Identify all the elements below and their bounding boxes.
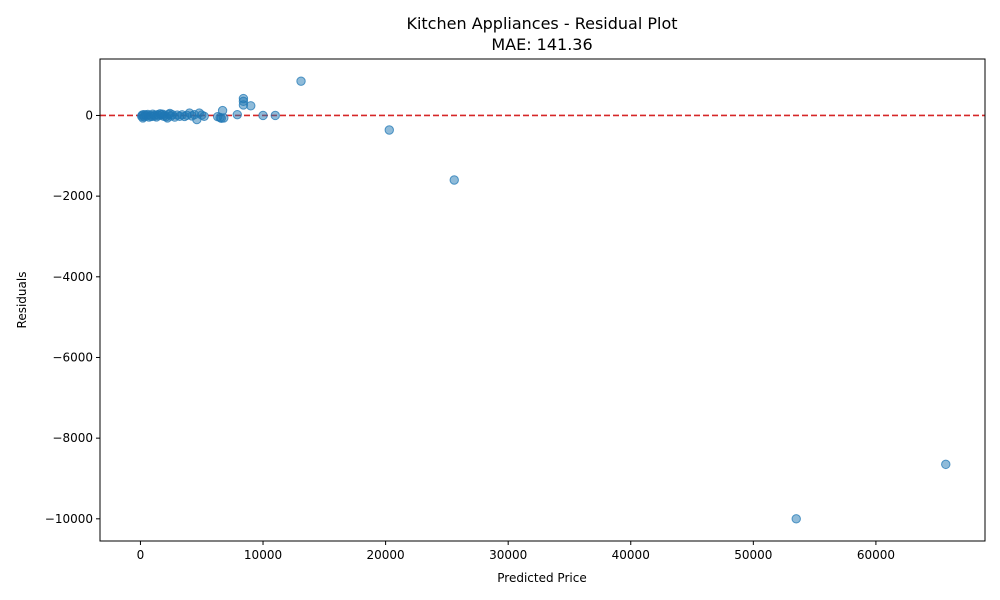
data-points (136, 76, 951, 524)
data-point (219, 113, 229, 123)
y-tick-label: −8000 (52, 431, 93, 445)
data-point (270, 110, 280, 121)
x-tick-label: 50000 (734, 548, 772, 562)
y-tick-label: 0 (85, 108, 93, 122)
data-point (384, 125, 394, 135)
x-tick-label: 60000 (857, 548, 895, 562)
x-tick-label: 30000 (489, 548, 527, 562)
data-point (232, 109, 242, 120)
plot-frame (99, 58, 986, 542)
x-tick-label: 10000 (244, 548, 282, 562)
x-tick-label: 40000 (612, 548, 650, 562)
data-point (296, 76, 306, 86)
chart-title: Kitchen Appliances - Residual Plot (406, 14, 677, 33)
y-tick-label: −4000 (52, 270, 93, 284)
data-point (246, 101, 256, 111)
x-axis-label: Predicted Price (497, 571, 586, 585)
y-tick-label: −6000 (52, 350, 93, 364)
x-tick-label: 0 (137, 548, 145, 562)
data-point (199, 111, 209, 121)
data-point (258, 110, 268, 121)
plot-area (99, 58, 986, 542)
y-tick-label: −2000 (52, 189, 93, 203)
y-tick-label: −10000 (45, 512, 93, 526)
data-point (941, 459, 951, 470)
chart-subtitle: MAE: 141.36 (491, 35, 592, 54)
data-point (791, 514, 801, 524)
x-tick-label: 20000 (367, 548, 405, 562)
y-axis-ticks: 0 −2000 −4000 −6000 −8000 −10000 (45, 108, 100, 526)
y-axis-label: Residuals (15, 272, 29, 329)
x-axis-ticks: 0 10000 20000 30000 40000 50000 60000 (137, 541, 895, 562)
data-point (449, 175, 459, 185)
